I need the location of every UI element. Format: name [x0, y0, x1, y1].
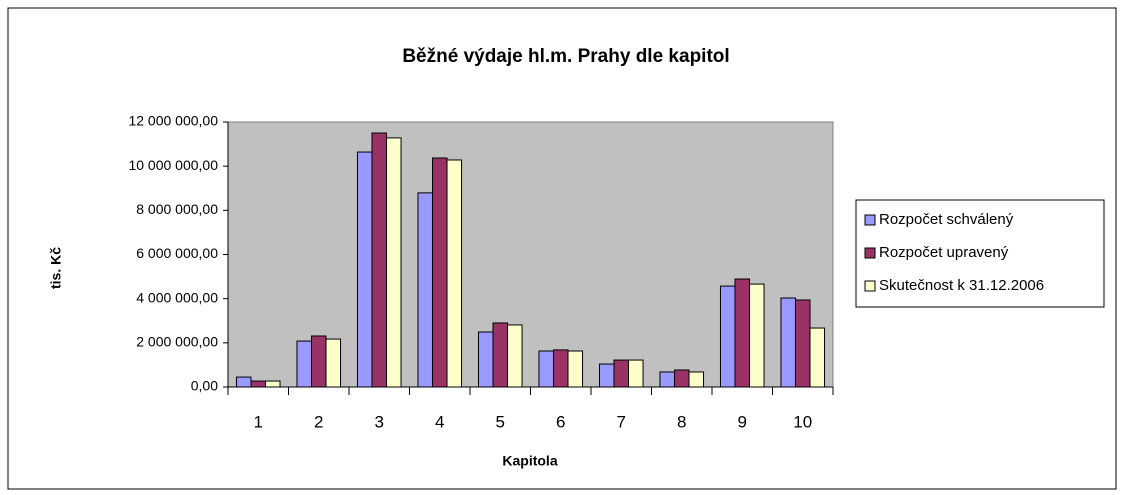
bar: [688, 371, 705, 388]
bar: [628, 359, 644, 388]
bar: [250, 380, 267, 388]
bar: [371, 132, 388, 388]
bar: [538, 350, 554, 388]
bar: [552, 349, 569, 388]
y-tick-label: 10 000 000,00: [128, 157, 218, 173]
x-tick-label: 1: [254, 412, 263, 431]
bar: [325, 338, 342, 388]
y-tick-label: 2 000 000,00: [136, 334, 218, 350]
y-tick-label: 4 000 000,00: [136, 289, 218, 305]
x-tick-label: 6: [556, 412, 565, 431]
y-axis-label: tis. Kč: [48, 247, 64, 289]
bar: [613, 359, 630, 388]
x-tick-label: 10: [793, 412, 812, 431]
x-tick-label: 4: [435, 412, 444, 431]
bar: [417, 192, 433, 388]
x-tick-label: 8: [677, 412, 686, 431]
bar: [749, 283, 765, 388]
legend-label: Rozpočet schválený: [879, 211, 1014, 228]
bar: [567, 350, 584, 388]
legend-label: Rozpočet upravený: [879, 244, 1009, 261]
bar: [673, 369, 690, 388]
y-tick-label: 0,00: [191, 378, 218, 394]
bar: [386, 137, 402, 388]
bar: [296, 340, 312, 388]
bar: [734, 278, 751, 388]
bar: [310, 335, 327, 388]
legend-label: Skutečnost k 31.12.2006: [879, 277, 1044, 294]
bar: [356, 151, 373, 388]
bar: [507, 324, 523, 388]
y-tick-label: 8 000 000,00: [136, 201, 218, 217]
bar: [446, 159, 463, 388]
x-tick-label: 7: [617, 412, 626, 431]
x-tick-label: 2: [314, 412, 323, 431]
bar: [659, 371, 675, 388]
bar: [780, 297, 796, 388]
bar: [794, 299, 811, 388]
x-tick-label: 5: [496, 412, 505, 431]
bar: [265, 380, 281, 388]
legend-swatch: [864, 280, 876, 292]
bar: [809, 327, 826, 388]
bar: [492, 322, 509, 388]
bar: [598, 363, 615, 388]
bar: [431, 157, 448, 388]
y-tick-label: 12 000 000,00: [128, 113, 218, 129]
x-tick-label: 9: [738, 412, 747, 431]
y-tick-label: 6 000 000,00: [136, 245, 218, 261]
bar: [477, 331, 494, 388]
x-axis-label: Kapitola: [502, 453, 557, 469]
legend-swatch: [864, 247, 876, 259]
bar: [719, 285, 736, 388]
legend: [855, 199, 1105, 308]
x-tick-label: 3: [375, 412, 384, 431]
legend-swatch: [864, 214, 876, 226]
bar: [235, 376, 252, 388]
chart-title: Běžné výdaje hl.m. Prahy dle kapitol: [402, 46, 729, 67]
